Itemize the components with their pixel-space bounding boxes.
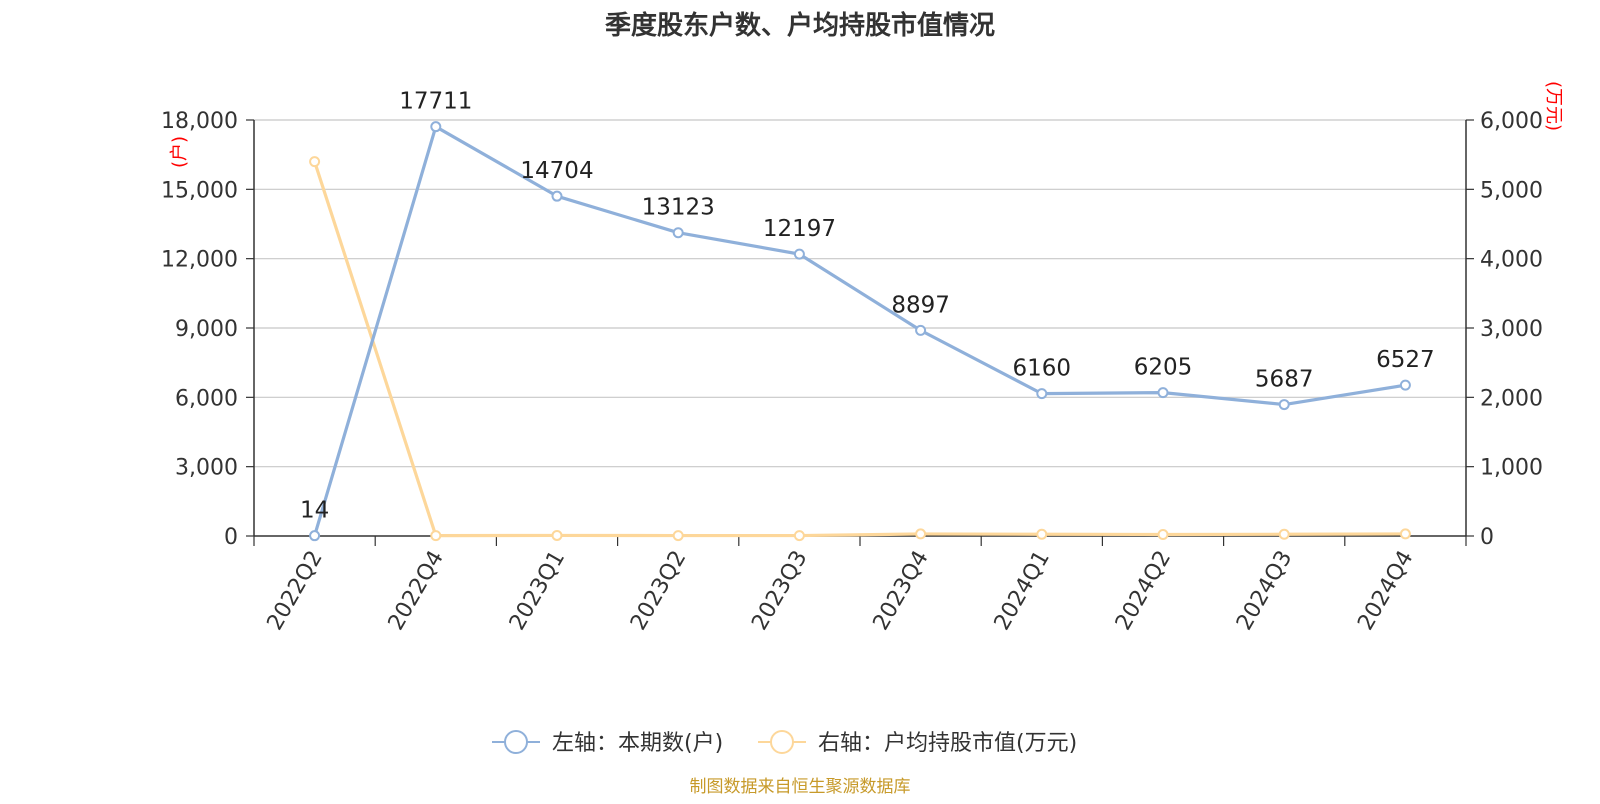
data-point[interactable]	[309, 530, 321, 542]
legend-label-left-series: 左轴：本期数(户)	[552, 731, 723, 756]
data-label: 6160	[1013, 356, 1072, 382]
right-axis-tick-label: 0	[1480, 525, 1494, 550]
data-point[interactable]	[672, 227, 684, 239]
right-axis-tick-label: 1,000	[1480, 456, 1543, 481]
data-point[interactable]	[1399, 379, 1411, 391]
data-point[interactable]	[430, 121, 442, 133]
data-label: 6527	[1376, 347, 1435, 373]
data-point[interactable]	[793, 530, 805, 542]
data-point[interactable]	[309, 156, 321, 168]
x-axis-tick-label: 2024Q2	[1111, 547, 1176, 635]
x-axis-tick-label: 2024Q1	[990, 547, 1055, 635]
data-label: 14704	[520, 158, 593, 184]
right-axis-tick-label: 4,000	[1480, 248, 1543, 273]
legend-label-right-series: 右轴：户均持股市值(万元)	[818, 731, 1077, 756]
data-point[interactable]	[1278, 399, 1290, 411]
x-axis-tick-label: 2024Q3	[1232, 547, 1297, 635]
data-label: 14	[300, 498, 329, 524]
data-point[interactable]	[1036, 388, 1048, 400]
data-label: 5687	[1255, 367, 1314, 393]
left-axis-tick-label: 0	[224, 525, 238, 550]
series-line-left	[313, 125, 1406, 537]
data-label: 13123	[642, 195, 715, 221]
legend-marker-right-series	[770, 730, 794, 754]
data-label: 17711	[399, 89, 472, 115]
data-source-note: 制图数据来自恒生聚源数据库	[690, 777, 911, 797]
legend-marker-left-series	[504, 730, 528, 754]
data-point[interactable]	[672, 530, 684, 542]
left-axis-tick-label: 12,000	[161, 248, 238, 273]
x-axis-tick-label: 2023Q2	[626, 547, 691, 635]
data-labels: 14 17711 14704 13123 12197 8897 6160 6205 5687 65…	[300, 89, 1435, 524]
right-axis-tick-label: 5,000	[1480, 178, 1543, 203]
legend-item-left-series[interactable]: 左轴：本期数(户)	[492, 730, 723, 756]
data-point[interactable]	[1399, 528, 1411, 540]
data-point[interactable]	[1157, 387, 1169, 399]
legend-item-right-series[interactable]: 右轴：户均持股市值(万元)	[758, 730, 1077, 756]
data-point[interactable]	[1278, 528, 1290, 540]
data-point[interactable]	[551, 529, 563, 541]
data-point[interactable]	[1036, 528, 1048, 540]
x-axis-tick-label: 2024Q4	[1353, 547, 1418, 635]
series-line-right	[313, 161, 1406, 538]
data-point[interactable]	[1157, 528, 1169, 540]
x-axis-tick-label: 2023Q1	[505, 547, 570, 635]
grid-lines	[254, 119, 1466, 468]
data-label: 6205	[1134, 355, 1193, 381]
data-point[interactable]	[430, 530, 442, 542]
left-axis-tick-label: 9,000	[175, 317, 238, 342]
left-axis-tick-label: 3,000	[175, 456, 238, 481]
left-axis-tick-label: 15,000	[161, 178, 238, 203]
x-axis-tick-label: 2022Q4	[384, 547, 449, 635]
data-label: 8897	[891, 292, 950, 318]
x-axis-tick-label: 2023Q3	[747, 547, 812, 635]
data-point[interactable]	[551, 190, 563, 202]
right-axis-tick-label: 3,000	[1480, 317, 1543, 342]
axes: 0 3,000 6,000 9,000 12,000 15,000 18,000 0 1,000…	[161, 109, 1543, 635]
x-axis-tick-label: 2022Q2	[262, 547, 327, 635]
data-point[interactable]	[793, 248, 805, 260]
chart-title: 季度股东户数、户均持股市值情况	[605, 10, 995, 41]
left-axis-unit-label: (户)	[169, 136, 190, 168]
left-axis-tick-label: 18,000	[161, 109, 238, 134]
right-axis-unit-label: (万元)	[1543, 81, 1564, 131]
right-axis-tick-label: 6,000	[1480, 109, 1543, 134]
left-axis-tick-label: 6,000	[175, 386, 238, 411]
data-point[interactable]	[915, 528, 927, 540]
series-lines	[309, 121, 1411, 542]
data-point[interactable]	[915, 324, 927, 336]
x-axis-tick-label: 2023Q4	[868, 547, 933, 635]
right-axis-tick-label: 2,000	[1480, 386, 1543, 411]
legend: 左轴：本期数(户) 右轴：户均持股市值(万元)	[492, 730, 1077, 756]
data-label: 12197	[763, 216, 836, 242]
